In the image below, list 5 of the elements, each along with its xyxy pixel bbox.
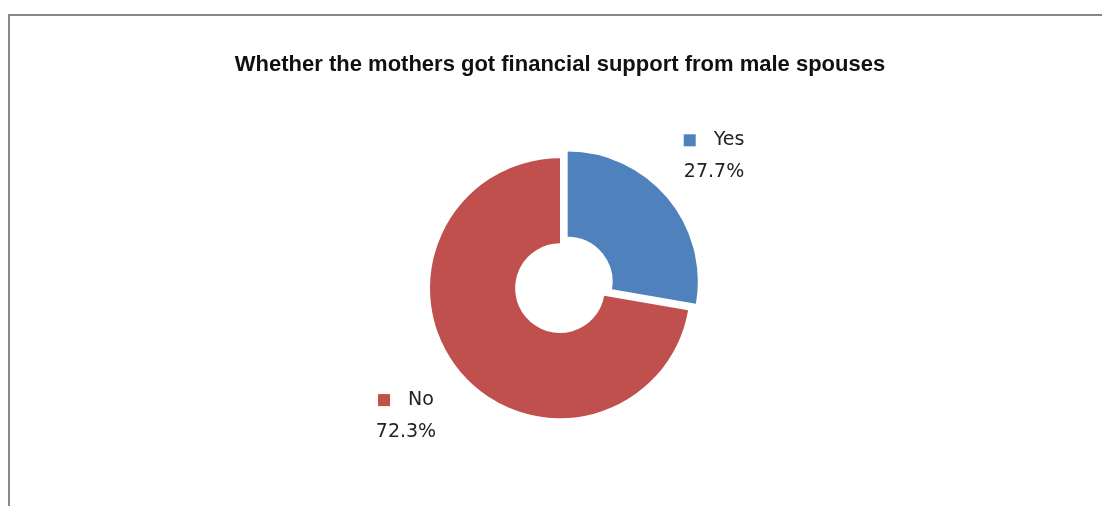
legend-label: No [408,387,434,410]
data-label: 27.7% [683,159,745,182]
data-label: 72.3% [375,419,437,442]
chart-title: Whether the mothers got financial support from male spouses [234,51,886,77]
legend-label: Yes [712,127,745,150]
